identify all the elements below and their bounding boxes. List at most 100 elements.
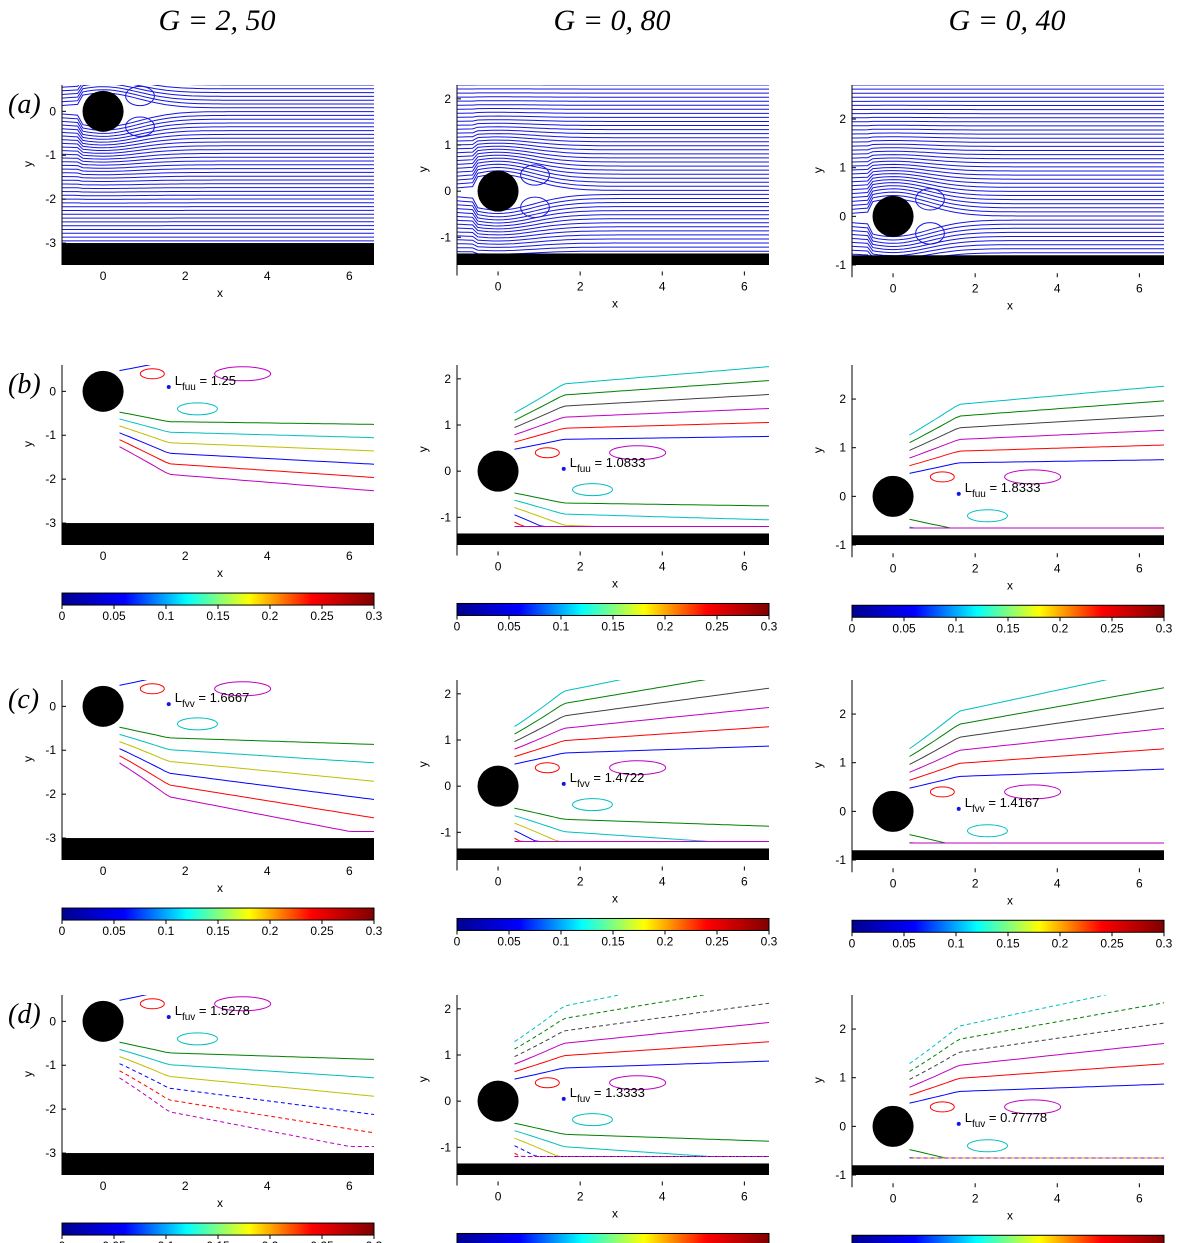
y-tick-label: -3	[45, 831, 56, 845]
contour-line	[120, 345, 375, 364]
streamline	[457, 222, 769, 233]
y-tick-label: 0	[839, 804, 846, 818]
y-tick-label: -1	[835, 853, 846, 867]
streamline	[852, 154, 1164, 160]
y-axis-label: y	[811, 447, 825, 453]
length-annotation: Lfuu = 1.8333	[965, 480, 1041, 500]
x-tick-label: 0	[890, 1191, 897, 1205]
contour-island	[571, 1113, 613, 1127]
contour-island	[1004, 1099, 1062, 1115]
contour-line	[909, 768, 1164, 789]
contour-island	[929, 471, 955, 483]
streamline	[62, 145, 374, 154]
contour-island	[534, 762, 560, 774]
contour-island	[929, 1101, 955, 1113]
y-tick-label: 1	[444, 733, 451, 747]
streamline	[457, 136, 769, 143]
contour-line	[514, 492, 769, 507]
streamline	[62, 85, 374, 94]
y-axis-label: y	[416, 446, 430, 452]
y-tick-label: 2	[444, 92, 451, 106]
x-tick-label: 4	[1054, 281, 1061, 295]
wall	[457, 253, 769, 265]
y-axis-label: y	[811, 762, 825, 768]
contour-line	[119, 680, 148, 686]
contour-line	[119, 748, 374, 800]
recirculation-loop	[915, 222, 945, 245]
y-tick-label: -2	[45, 192, 56, 206]
colorbar	[61, 907, 375, 921]
y-tick-label: -3	[45, 1146, 56, 1160]
x-tick-label: 2	[972, 876, 979, 890]
streamline	[457, 139, 769, 147]
streamline	[852, 240, 1164, 254]
y-axis-label: y	[811, 167, 825, 173]
x-tick-label: 4	[1054, 561, 1061, 575]
y-axis-label: y	[21, 756, 35, 762]
colorbar	[456, 602, 770, 616]
x-tick-label: 0	[890, 876, 897, 890]
length-marker	[166, 1014, 171, 1019]
contour-line	[514, 1041, 769, 1073]
streamline	[852, 160, 1164, 168]
streamline	[457, 170, 769, 187]
y-tick-label: -1	[440, 825, 451, 839]
row-label: (b)	[8, 369, 41, 400]
streamline	[852, 227, 1164, 244]
contour-line	[119, 1070, 374, 1134]
contour-line	[119, 1056, 374, 1097]
y-tick-label: 0	[839, 489, 846, 503]
streamline	[852, 147, 1164, 151]
streamline	[457, 166, 769, 183]
y-axis-label: y	[21, 441, 35, 447]
contour-line	[119, 733, 374, 764]
y-tick-label: -1	[440, 510, 451, 524]
contour-line	[514, 521, 769, 527]
contour-island	[966, 1139, 1008, 1153]
x-axis-label: x	[217, 566, 223, 580]
wall	[852, 1165, 1164, 1175]
streamline	[62, 114, 374, 131]
length-annotation: Lfuu = 1.25	[175, 373, 236, 393]
streamline	[457, 148, 769, 159]
contour-island	[966, 509, 1008, 523]
wall	[457, 848, 769, 860]
contour-line	[514, 830, 769, 842]
x-axis-label: x	[217, 881, 223, 895]
recirculation-loop	[520, 196, 550, 218]
contour-line	[514, 815, 769, 842]
x-tick-label: 6	[1136, 561, 1143, 575]
contour-line	[119, 425, 374, 452]
colorbar-tick-label: 0	[849, 936, 856, 950]
y-tick-label: 1	[444, 418, 451, 432]
y-tick-label: 2	[444, 1002, 451, 1016]
contour-line	[909, 444, 1164, 467]
streamline	[852, 124, 1164, 127]
x-tick-label: 0	[495, 279, 502, 293]
contour-line	[909, 707, 1164, 765]
contour-island	[176, 402, 218, 416]
y-tick-label: 2	[839, 392, 846, 406]
y-tick-label: 0	[49, 1014, 56, 1028]
row-label: (c)	[8, 684, 39, 715]
contour-line	[119, 418, 374, 439]
contour-island	[214, 996, 272, 1012]
streamline	[852, 194, 1164, 213]
streamline	[852, 140, 1164, 143]
y-axis-label: y	[21, 1071, 35, 1077]
x-tick-label: 4	[264, 269, 271, 283]
streamline	[457, 115, 769, 118]
recirculation-loop	[915, 188, 945, 211]
x-tick-label: 0	[100, 1179, 107, 1193]
length-annotation: Lfvv = 1.6667	[175, 690, 250, 710]
y-axis-label: y	[416, 761, 430, 767]
panel-r2-c1: 0 2 4 6 x 2 1 0 -1 y Lfvv = 1.4722 0 0.05 0.1 0.15 0.2 0…	[416, 680, 778, 948]
contour-island	[929, 786, 955, 798]
contour-line	[514, 499, 769, 521]
x-tick-label: 0	[495, 559, 502, 573]
column-header: G = 0, 80	[554, 4, 671, 37]
colorbar	[851, 604, 1165, 618]
contour-line	[514, 422, 769, 443]
colorbar-tick-label: 0.15	[996, 936, 1020, 950]
